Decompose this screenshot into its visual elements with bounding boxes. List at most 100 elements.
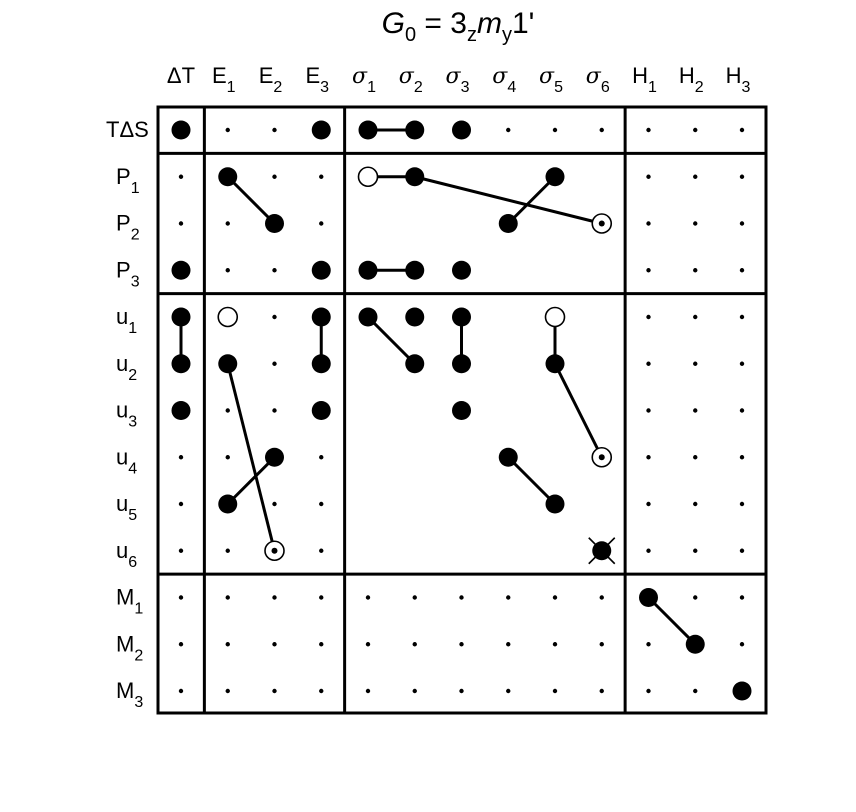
column-label-subscript: 4 [507,79,516,96]
grid-dot [178,221,184,226]
open-marker [544,306,566,328]
grid-dot [365,595,371,600]
filled-marker [358,260,378,280]
connection-line [507,456,557,506]
row-label-base: u [116,304,128,329]
filled-marker [405,260,425,280]
connection-line [226,363,276,552]
row-label-u1: u1 [116,304,137,337]
grid-dot [272,174,277,179]
column-label-base: E [305,63,320,88]
grid-dot [506,127,511,133]
row-label-u2: u2 [116,351,137,384]
grid-dot [552,688,558,694]
row-label-subscript: 1 [128,320,137,337]
row-label-subscript: 6 [128,554,137,571]
filled-marker [311,307,331,327]
grid-dot [646,314,651,320]
dotted-marker-center [271,547,278,554]
column-label-base: σ [352,64,368,89]
column-label-subscript: 6 [601,79,610,96]
grid-dot [412,688,417,694]
grid-dot [739,174,745,179]
title-tail: 1' [512,7,534,40]
grid-dot [178,595,184,600]
grid-dot [693,595,698,600]
grid-dot [552,595,558,600]
column-label-s4: σ4 [492,64,516,96]
column-label-base: H [679,63,695,88]
column-label-subscript: 5 [554,79,563,96]
row-label-subscript: 2 [131,227,140,244]
grid-dot [646,268,651,273]
grid-dot [365,642,371,647]
title-y-subscript: y [502,24,512,46]
grid-dot [599,127,604,133]
dotted-marker-center [598,220,605,227]
column-label-base: E [212,63,227,88]
markers [171,120,752,701]
filled-marker [545,167,565,187]
filled-marker [311,120,331,140]
grid-dot [693,501,698,507]
grid-dot [599,595,604,600]
grid-dot [646,408,651,413]
filled-marker [311,354,331,374]
filled-marker [358,120,378,140]
column-label-E3: E3 [305,63,329,96]
column-label-H1: H1 [632,63,657,96]
row-label-subscript: 3 [128,414,137,431]
grid-dot [739,221,745,226]
filled-marker [171,354,191,374]
grid-dot [739,501,745,507]
grid-dot [319,688,324,694]
grid-dot [319,455,324,460]
filled-marker [311,260,331,280]
row-label-P2: P2 [116,211,140,244]
grid-dot [225,688,230,694]
column-label-subscript: 2 [273,79,282,96]
grid-dot [225,408,230,413]
title-g: G [382,7,405,40]
grid-dot [178,688,184,694]
grid-dot [693,408,698,413]
column-label-subscript: 1 [367,79,376,96]
grid-dot [693,455,698,460]
column-label-H2: H2 [679,63,704,96]
row-label-subscript: 5 [128,507,137,524]
grid-dot [693,314,698,320]
grid-dot [272,314,277,320]
title-text: G0 = 3zmy1' [382,7,535,46]
row-label-TdS: TΔS [106,117,149,142]
row-label-M2: M2 [116,631,143,664]
grid-dot [646,548,651,553]
connections [179,128,697,646]
grid-dot [646,174,651,179]
column-label-subscript: 3 [320,79,329,96]
grid-dot [693,127,698,133]
diagram-title: G0 = 3zmy1' [382,7,535,46]
grid-dot [739,548,745,553]
filled-marker [171,120,191,140]
grid-dot [272,595,277,600]
grid-dot [319,548,324,553]
row-label-base: M [116,631,134,656]
row-label-u5: u5 [116,491,137,524]
grid-dot [225,642,230,647]
column-label-base: H [632,63,648,88]
column-labels: ΔT E1 E2 E3 σ1 σ2 σ3 σ4 σ5 σ6 H1 H2 H3 [167,63,751,96]
grid-dot [459,688,464,694]
filled-marker [405,354,425,374]
grid-dot [599,688,604,694]
grid-dot [319,221,324,226]
filled-marker [498,214,518,233]
column-label-subscript: 3 [461,79,470,96]
column-label-E1: E1 [212,63,236,96]
grid-dot [506,642,511,647]
filled-marker [218,354,238,374]
connection-line [553,363,604,458]
filled-marker [452,120,471,140]
filled-marker [358,307,378,327]
row-label-base: M [116,585,134,610]
